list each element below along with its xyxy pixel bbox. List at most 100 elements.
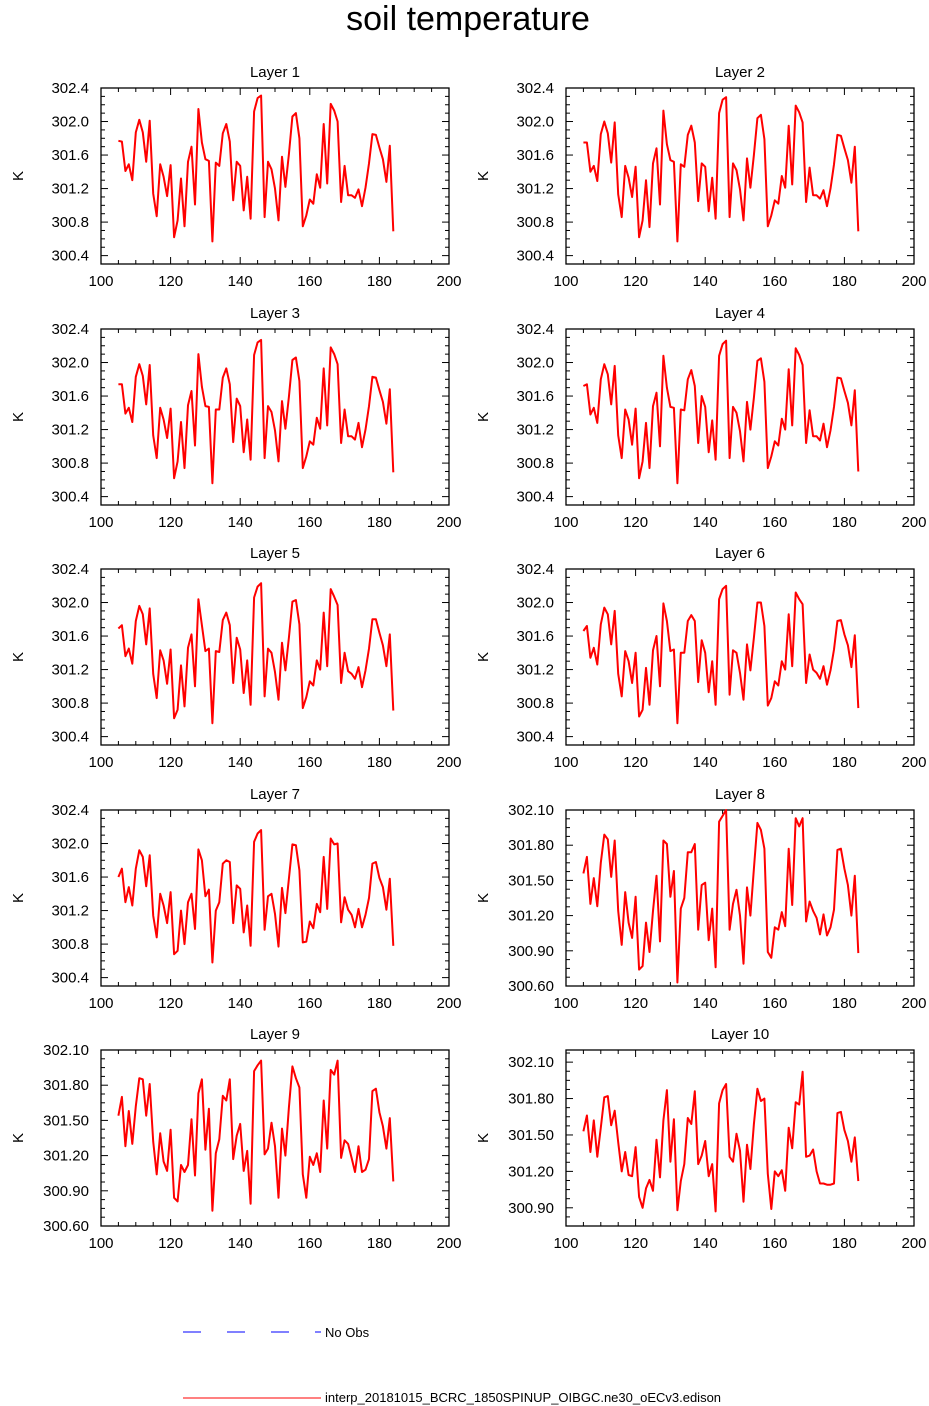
x-tick-label: 140 [693,514,718,531]
x-tick-label: 100 [88,514,113,531]
y-tick-label: 300.4 [51,489,89,506]
series-line [583,96,860,243]
y-tick-label: 301.80 [43,1077,89,1094]
x-tick-label: 120 [158,995,183,1012]
y-tick-label: 300.60 [43,1218,89,1235]
x-tick-label: 120 [623,514,648,531]
y-tick-label: 300.8 [51,695,89,712]
panel-title: Layer 4 [715,305,765,322]
series-line [117,1059,395,1212]
x-tick-label: 160 [297,273,322,290]
y-tick-label: 302.4 [51,80,89,97]
y-tick-label: 300.90 [508,943,554,960]
panel-4: Layer 4 K 100 120 140 160 180 200 300.4 300.8 301.… [475,305,927,531]
panel-2: Layer 2 K 100 120 140 160 180 200 300.4 300.8 301.… [475,64,927,290]
panel-title: Layer 10 [711,1026,769,1043]
y-tick-label: 302.0 [51,595,89,612]
y-tick-label: 302.4 [51,802,89,819]
y-tick-label: 302.10 [43,1042,89,1059]
y-tick-label: 301.20 [43,1148,89,1165]
series-line [582,584,860,725]
panel-title: Layer 1 [250,64,300,81]
y-tick-label: 300.4 [51,248,89,265]
x-tick-label: 140 [228,514,253,531]
y-tick-label: 302.0 [51,836,89,853]
y-tick-label: 300.8 [516,455,554,472]
x-tick-label: 140 [693,1235,718,1252]
x-tick-label: 180 [832,995,857,1012]
y-tick-label: 300.4 [516,489,554,506]
y-tick-label: 301.6 [51,869,89,886]
y-tick-label: 300.90 [43,1183,89,1200]
panel-6: Layer 6 K 100 120 140 160 180 200 300.4 300.8 301.… [475,545,927,771]
series-line [118,94,395,243]
x-tick-label: 180 [832,273,857,290]
x-tick-label: 100 [88,995,113,1012]
y-tick-label: 300.8 [516,214,554,231]
y-tick-label: 301.6 [516,147,554,164]
series-line [118,338,395,485]
y-tick-label: 301.2 [516,422,554,439]
panel-title: Layer 8 [715,786,765,803]
x-tick-label: 180 [367,1235,392,1252]
y-tick-label: 301.6 [51,388,89,405]
x-tick-label: 200 [901,273,926,290]
x-tick-label: 120 [623,273,648,290]
panel-5: Layer 5 K 100 120 140 160 180 200 300.4 300.8 301.… [10,545,462,771]
x-tick-label: 140 [228,273,253,290]
y-tick-label: 301.50 [508,1127,554,1144]
x-tick-label: 140 [228,995,253,1012]
y-tick-label: 300.8 [51,936,89,953]
legend-obs: No Obs [183,1325,370,1340]
x-tick-label: 160 [297,1235,322,1252]
series-line [582,809,860,984]
x-tick-label: 200 [901,1235,926,1252]
y-tick-label: 302.0 [516,595,554,612]
series-line [117,582,395,725]
y-tick-label: 302.10 [508,802,554,819]
x-tick-label: 180 [832,1235,857,1252]
x-tick-label: 200 [436,754,461,771]
panel-title: Layer 9 [250,1026,300,1043]
x-tick-label: 100 [553,1235,578,1252]
y-tick-label: 302.4 [51,321,89,338]
x-tick-label: 180 [832,514,857,531]
y-tick-label: 301.2 [51,903,89,920]
x-tick-label: 180 [367,754,392,771]
x-tick-label: 120 [158,273,183,290]
y-tick-label: 302.0 [51,114,89,131]
x-tick-label: 100 [88,754,113,771]
x-tick-label: 100 [88,1235,113,1252]
y-tick-label: 300.4 [51,970,89,987]
y-tick-label: 301.6 [51,147,89,164]
legend-model-label: interp_20181015_BCRC_1850SPINUP_OIBGC.ne… [325,1390,721,1405]
y-tick-label: 301.50 [508,872,554,889]
x-tick-label: 180 [367,514,392,531]
x-tick-label: 100 [88,273,113,290]
x-tick-label: 120 [158,1235,183,1252]
x-tick-label: 160 [297,754,322,771]
panel-9: Layer 9 K 100 120 140 160 180 200 300.60 300.90 30… [10,1026,462,1252]
panel-7: Layer 7 K 100 120 140 160 180 200 300.4 300.8 301.… [10,786,462,1012]
y-tick-label: 301.2 [51,662,89,679]
y-axis-label: K [10,171,27,181]
panel-3: Layer 3 K 100 120 140 160 180 200 300.4 300.8 301.… [10,305,462,531]
x-tick-label: 100 [553,273,578,290]
x-tick-label: 120 [623,1235,648,1252]
x-tick-label: 200 [436,273,461,290]
y-tick-label: 302.4 [516,561,554,578]
x-tick-label: 200 [901,514,926,531]
x-tick-label: 160 [297,995,322,1012]
x-tick-label: 140 [693,273,718,290]
y-tick-label: 301.2 [51,181,89,198]
y-tick-label: 301.2 [516,662,554,679]
y-tick-label: 301.2 [516,181,554,198]
y-axis-label: K [475,1133,492,1143]
y-tick-label: 302.4 [516,321,554,338]
x-tick-label: 120 [158,514,183,531]
x-tick-label: 180 [367,273,392,290]
y-tick-label: 302.0 [51,355,89,372]
x-tick-label: 120 [623,754,648,771]
y-axis-label: K [10,893,27,903]
